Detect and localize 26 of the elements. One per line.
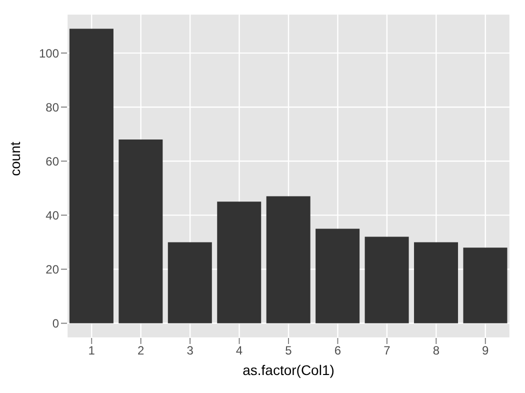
x-axis-title: as.factor(Col1) bbox=[242, 362, 334, 378]
x-tick-label: 6 bbox=[334, 344, 342, 358]
bar bbox=[118, 140, 163, 324]
y-tick-label: 40 bbox=[46, 208, 60, 222]
y-tick-label: 80 bbox=[46, 100, 60, 114]
x-tick-label: 8 bbox=[432, 344, 440, 358]
y-tick-label: 20 bbox=[46, 262, 60, 276]
bar bbox=[168, 242, 212, 324]
x-tick-label: 4 bbox=[236, 344, 243, 358]
bar bbox=[266, 196, 310, 324]
bar bbox=[463, 248, 508, 324]
x-tick-label: 2 bbox=[137, 344, 144, 358]
x-tick-label: 1 bbox=[88, 344, 96, 358]
y-axis-title: count bbox=[6, 142, 23, 176]
y-tick-label: 0 bbox=[52, 316, 60, 331]
y-tick-label: 60 bbox=[46, 154, 60, 168]
x-tick-label: 5 bbox=[285, 344, 292, 358]
bar bbox=[364, 236, 409, 324]
x-tick-label: 9 bbox=[482, 344, 490, 358]
bar bbox=[217, 202, 262, 324]
bar bbox=[69, 28, 114, 324]
bar bbox=[414, 242, 458, 324]
bar bbox=[316, 228, 360, 324]
y-tick-label: 100 bbox=[38, 46, 60, 60]
x-tick-label: 7 bbox=[384, 344, 391, 358]
x-tick-label: 3 bbox=[186, 344, 194, 358]
